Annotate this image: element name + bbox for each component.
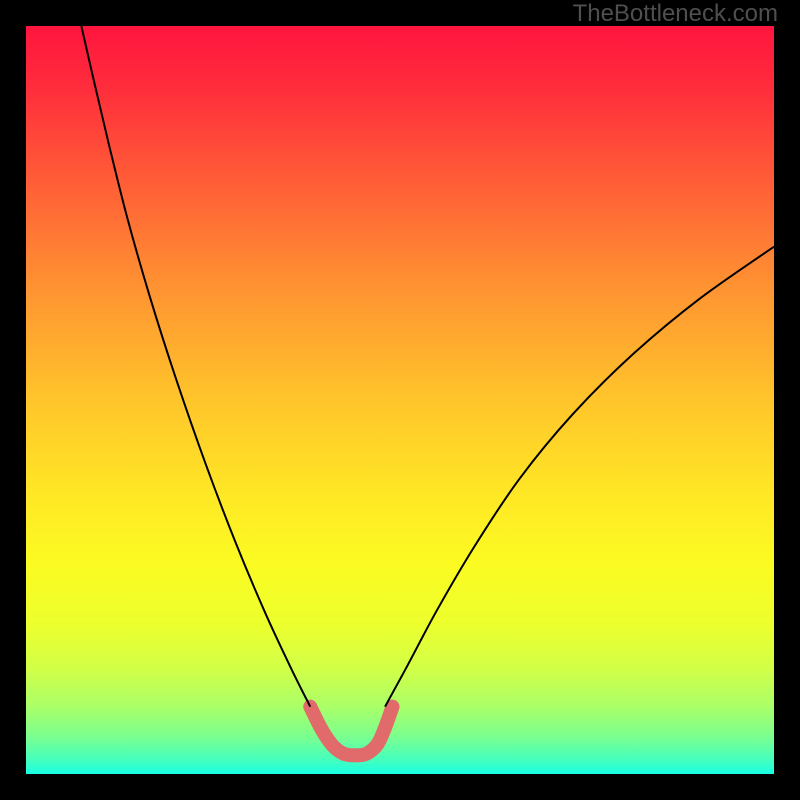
curve-left-branch: [81, 26, 310, 707]
bottleneck-highlight: [310, 707, 392, 756]
plot-area: [26, 26, 774, 774]
curve-right-branch: [385, 247, 774, 707]
watermark-text: TheBottleneck.com: [573, 0, 778, 28]
curve-layer: [26, 26, 774, 774]
